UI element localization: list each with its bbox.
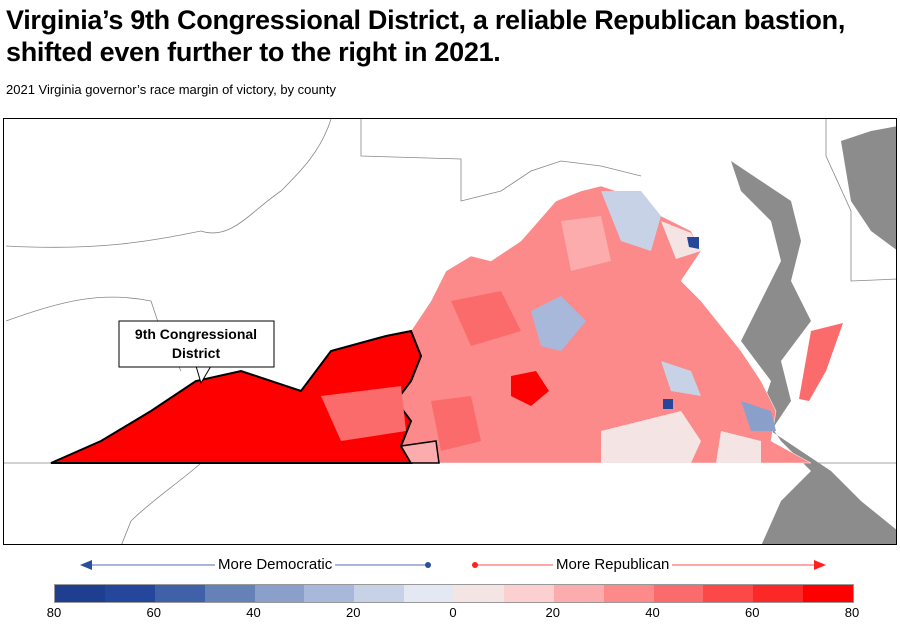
scale-bin bbox=[254, 585, 305, 602]
more-republican-label: More Republican bbox=[553, 556, 673, 573]
scale-tick-label: 0 bbox=[449, 605, 457, 620]
scale-tick-label: 80 bbox=[46, 605, 62, 620]
legend: More Democratic More Republican 80 60 40 20… bbox=[0, 550, 900, 637]
scale-bin bbox=[803, 585, 853, 602]
republican-dot-icon bbox=[472, 562, 478, 568]
map: 9th Congressional District bbox=[3, 118, 897, 545]
scale-bin bbox=[404, 585, 454, 602]
scale-bin bbox=[55, 585, 105, 602]
scale-tick-label: 20 bbox=[545, 605, 560, 620]
page-title: Virginia’s 9th Congressional District, a… bbox=[6, 5, 846, 67]
scale-tick-label: 40 bbox=[645, 605, 660, 620]
scale-tick-label: 60 bbox=[745, 605, 760, 620]
scale-bin bbox=[703, 585, 754, 602]
9th-district bbox=[50, 329, 423, 464]
scale-bin bbox=[454, 585, 504, 602]
scale-tick-label: 20 bbox=[346, 605, 361, 620]
scale-bin bbox=[204, 585, 255, 602]
eastern-shore bbox=[799, 323, 843, 401]
legend-arrows bbox=[80, 560, 826, 570]
district-callout-box bbox=[118, 320, 275, 368]
scale-bin bbox=[503, 585, 554, 602]
scale-bin bbox=[753, 585, 804, 602]
scale-tick-label: 60 bbox=[146, 605, 161, 620]
scale-bin bbox=[653, 585, 704, 602]
district-county-patch bbox=[321, 386, 406, 441]
scale-bin bbox=[304, 585, 355, 602]
state-borders bbox=[4, 119, 896, 544]
subtitle: 2021 Virginia governor’s race margin of … bbox=[6, 82, 336, 97]
scale-tick-label: 80 bbox=[844, 605, 860, 620]
scale-bin bbox=[154, 585, 205, 602]
scale-bin bbox=[104, 585, 155, 602]
scale-bin bbox=[553, 585, 604, 602]
arrow-left-icon bbox=[80, 560, 92, 570]
color-scale bbox=[54, 584, 854, 603]
democratic-dot-icon bbox=[425, 562, 431, 568]
scale-bin bbox=[354, 585, 405, 602]
map-svg: 9th Congressional District bbox=[4, 119, 896, 544]
scale-tick-label: 40 bbox=[246, 605, 261, 620]
scale-bin bbox=[603, 585, 654, 602]
arrow-right-icon bbox=[814, 560, 826, 570]
chesapeake-bay-water bbox=[731, 126, 896, 544]
district-label-line2: District bbox=[172, 345, 221, 361]
district-county-patch bbox=[399, 440, 440, 464]
district-label-line1: 9th Congressional bbox=[135, 326, 257, 342]
county-patches bbox=[431, 191, 776, 463]
more-democratic-label: More Democratic bbox=[215, 556, 336, 573]
